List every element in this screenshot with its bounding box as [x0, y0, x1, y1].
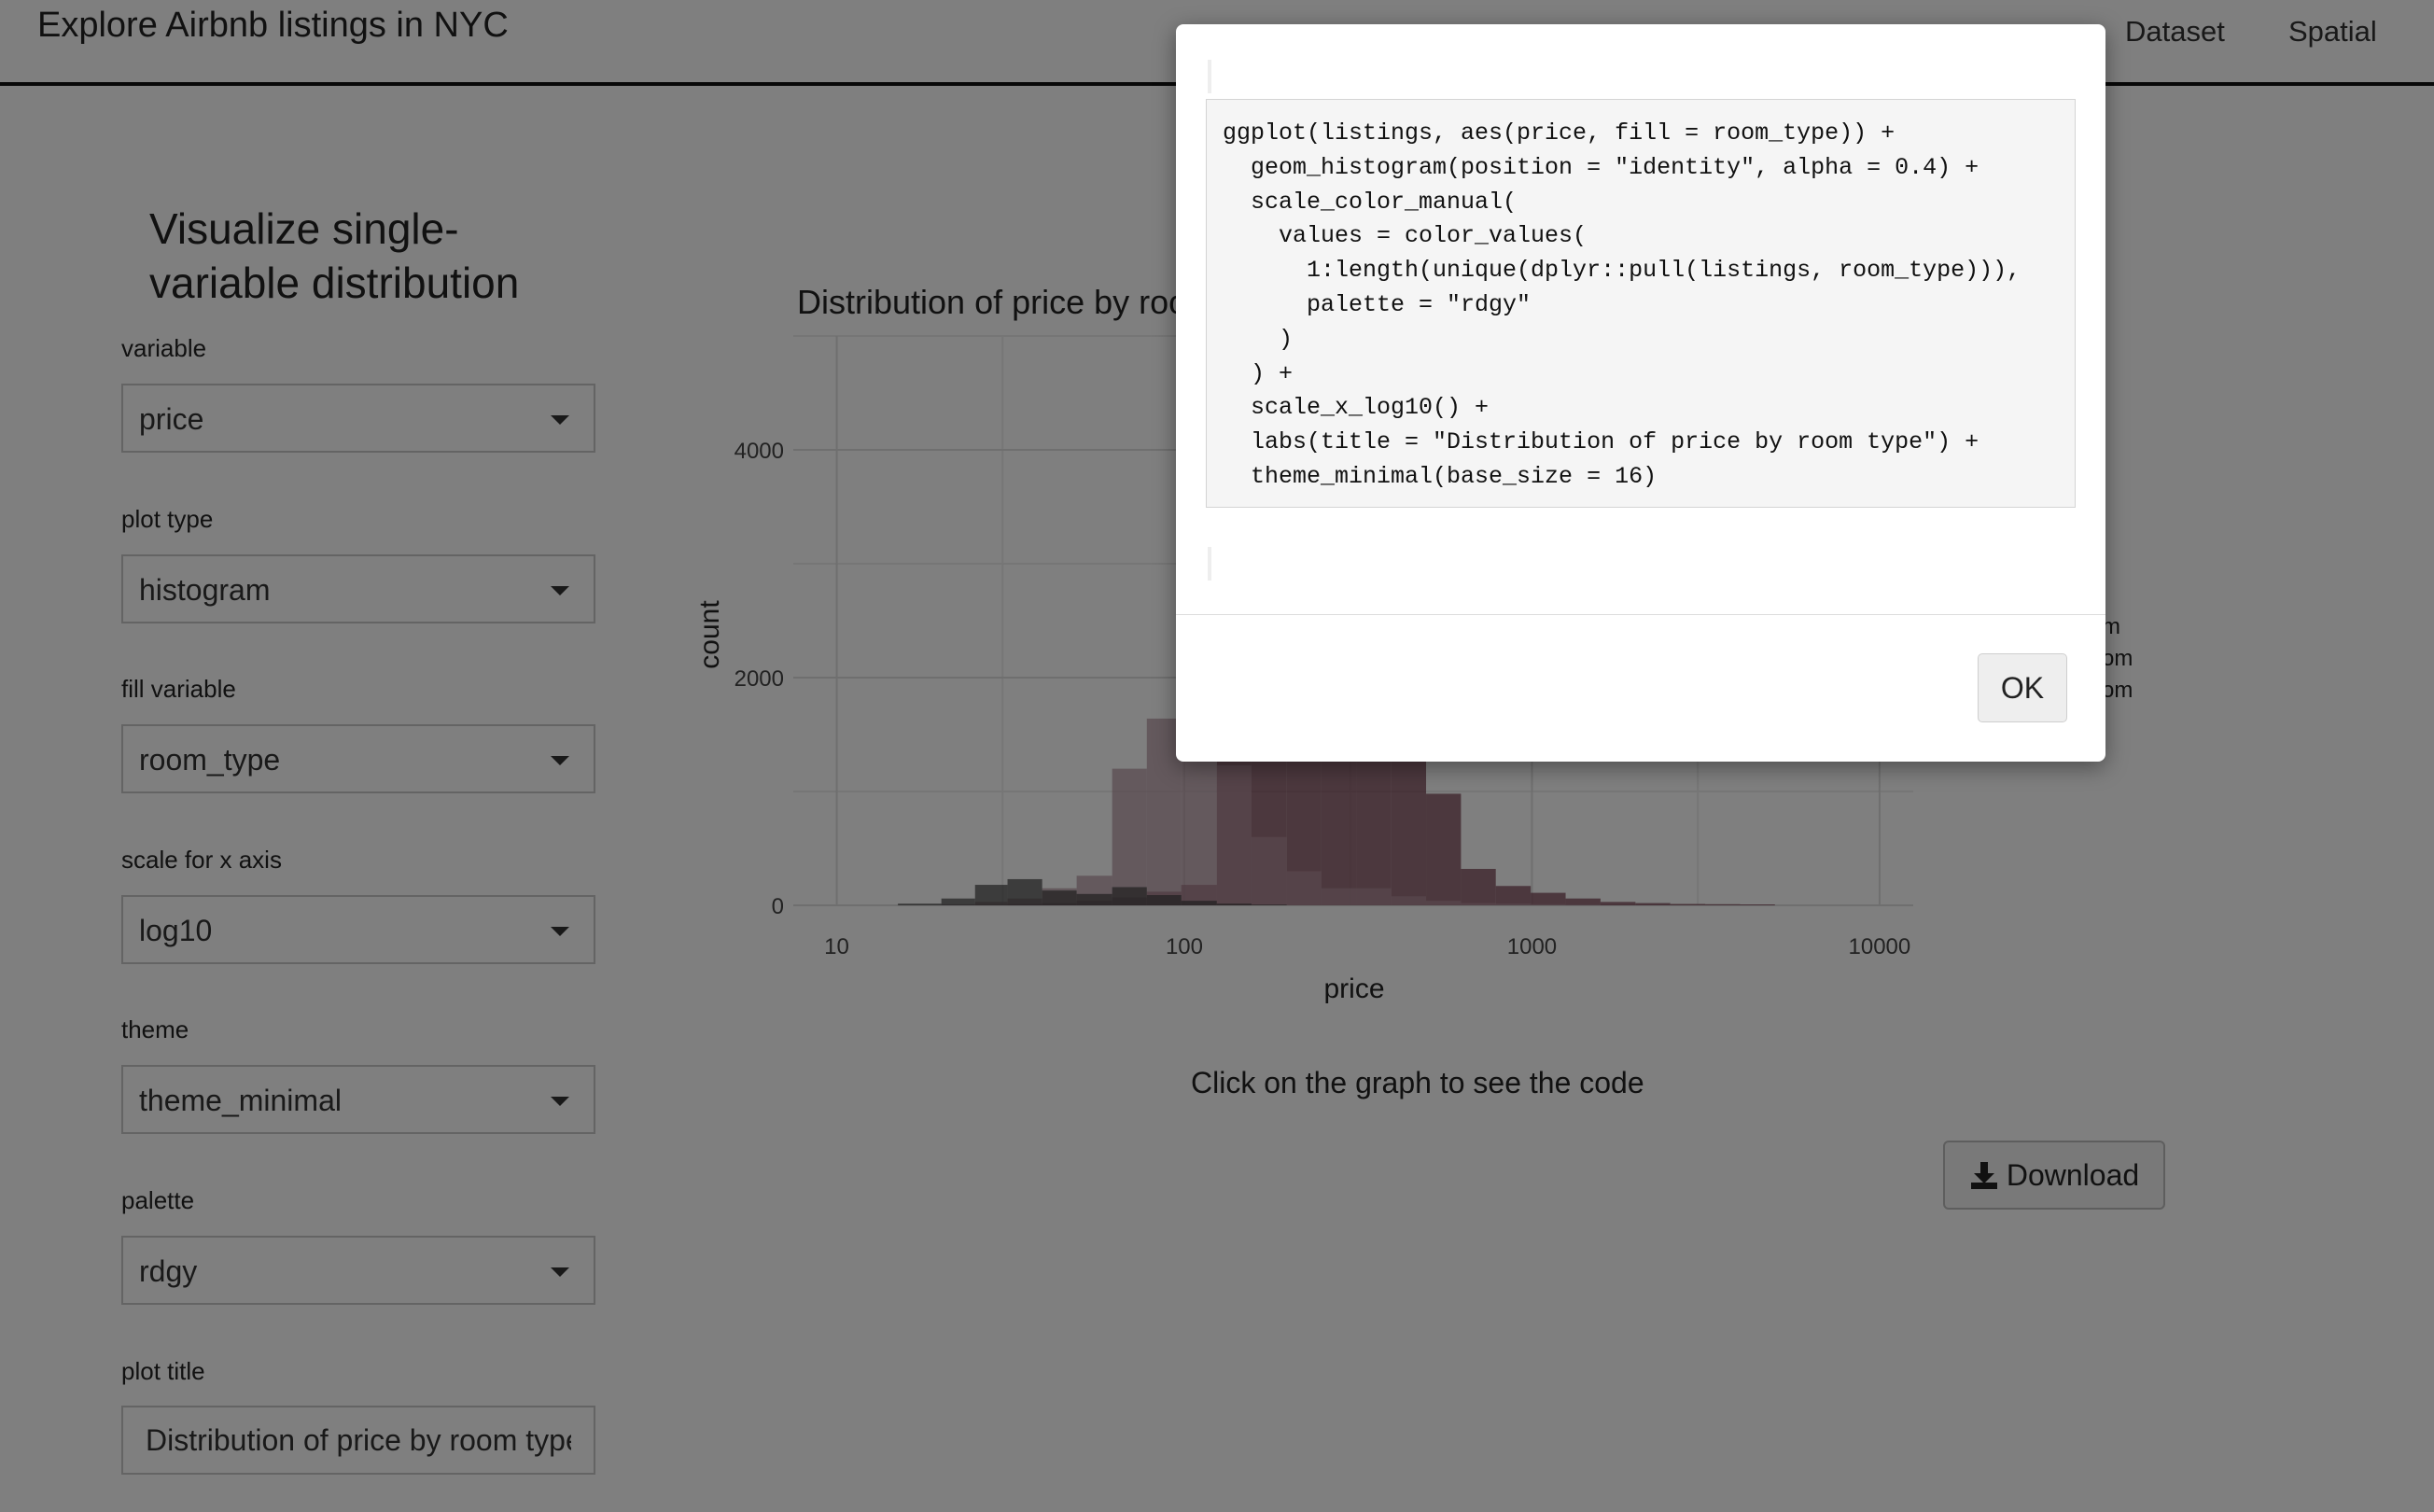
divider [1208, 60, 1211, 93]
code-line: values = color_values( [1223, 222, 1588, 250]
code-line: 1:length(unique(dplyr::pull(listings, ro… [1223, 257, 2021, 285]
ok-button[interactable]: OK [1978, 653, 2067, 722]
code-line: palette = "rdgy" [1223, 290, 1532, 318]
code-line: labs(title = "Distribution of price by r… [1223, 428, 1979, 456]
code-line: ) + [1223, 359, 1294, 387]
code-line: scale_color_manual( [1223, 188, 1518, 216]
code-line: theme_minimal(base_size = 16) [1223, 462, 1658, 490]
modal-footer-divider [1176, 614, 2105, 615]
divider [1208, 547, 1211, 581]
code-line: ) [1223, 325, 1294, 353]
code-line: ggplot(listings, aes(price, fill = room_… [1223, 119, 1895, 147]
code-block: ggplot(listings, aes(price, fill = room_… [1206, 99, 2076, 508]
code-modal: ggplot(listings, aes(price, fill = room_… [1176, 24, 2105, 762]
code-line: geom_histogram(position = "identity", al… [1223, 153, 1979, 181]
code-line: scale_x_log10() + [1223, 394, 1490, 422]
